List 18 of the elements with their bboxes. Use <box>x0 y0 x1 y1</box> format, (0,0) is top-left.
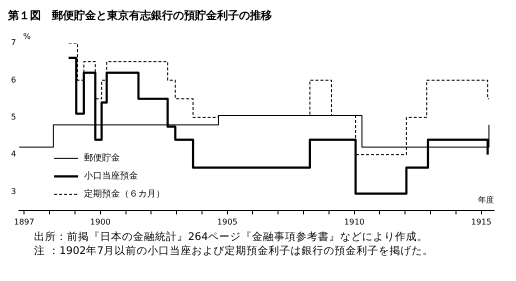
y-axis-title: % <box>23 32 32 42</box>
y-tick-label: 5 <box>10 112 16 122</box>
x-tick-label: 1900 <box>90 217 111 226</box>
legend-label: 定期預金（６カ月） <box>84 188 166 200</box>
text: 注 ：1902年7月以前の小口当座および定期預金利子は銀行の預金利子を掲げた。 <box>33 244 435 258</box>
y-tick-label: 4 <box>10 150 16 159</box>
legend-label: 小口当座預金 <box>84 170 138 182</box>
x-tick-label: 1915 <box>471 217 492 226</box>
legend-label: 郵便貯金 <box>84 152 120 164</box>
text: 出所：前掲『日本の金融統計』264ページ『金融事項参考書』などにより作成。 <box>33 230 430 244</box>
x-tick-label: 1905 <box>217 217 238 226</box>
x-tick-label: 1897 <box>14 217 34 226</box>
y-tick-label: 7 <box>10 38 16 48</box>
y-tick-label: 3 <box>10 186 16 196</box>
chart-title: 第１図 郵便貯金と東京有志銀行の預貯金利子の推移 <box>8 8 273 23</box>
x-tick-label: 1910 <box>344 217 364 226</box>
x-axis-title: 年度 <box>478 195 494 204</box>
y-tick-label: 6 <box>10 75 16 84</box>
